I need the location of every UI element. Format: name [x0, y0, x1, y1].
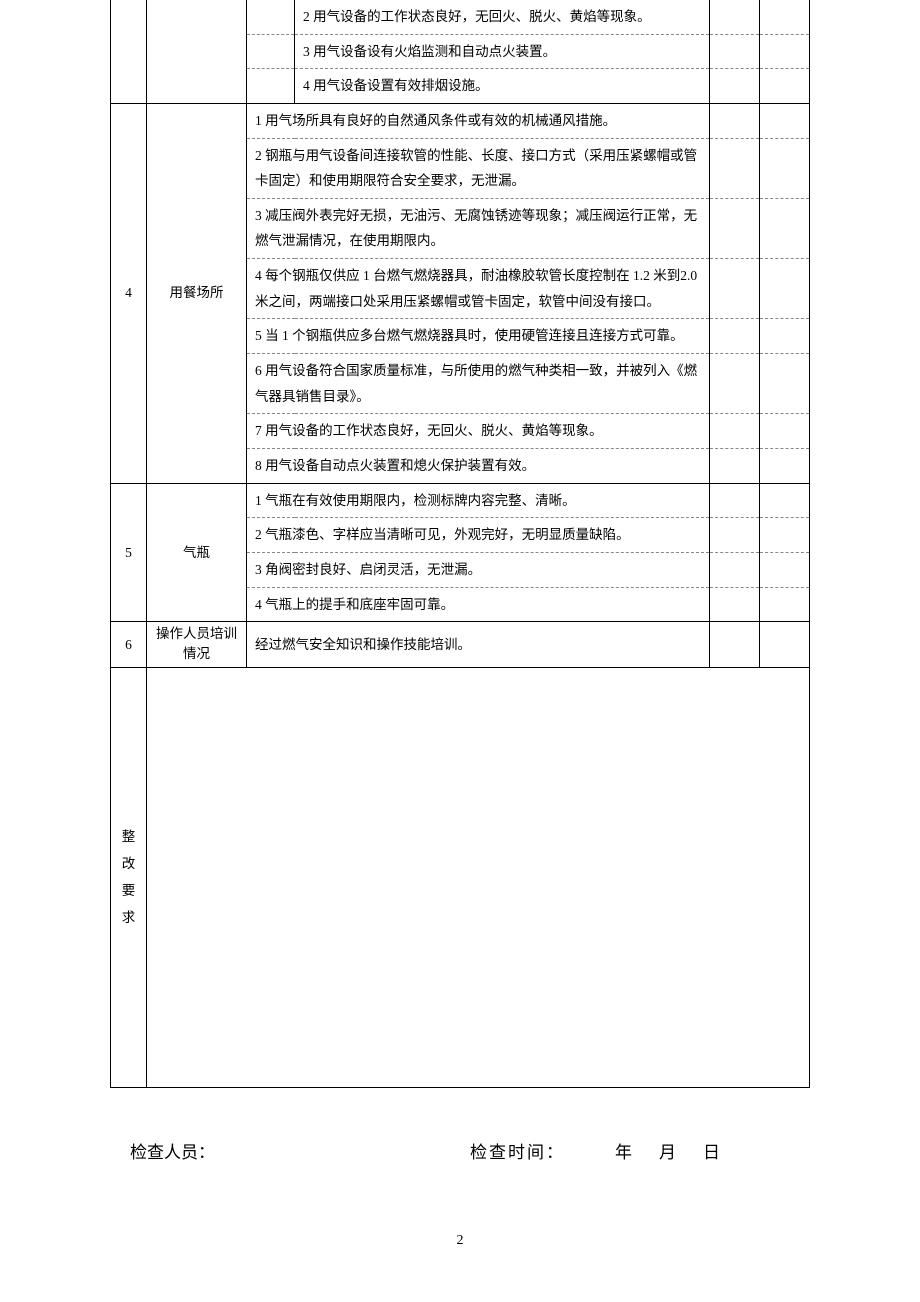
table-row-rectification: 整 改 要 求: [111, 667, 810, 1087]
cell-content: 7 用气设备的工作状态良好，无回火、脱火、黄焰等现象。: [247, 414, 710, 449]
cell-content: 6 用气设备符合国家质量标准，与所使用的燃气种类相一致，并被列入《燃气器具销售目…: [247, 354, 710, 414]
cell-content: 4 用气设备设置有效排烟设施。: [295, 69, 710, 104]
cell-content: 4 气瓶上的提手和底座牢固可靠。: [247, 587, 710, 622]
inspection-time: 检查时间： 年 月 日: [470, 1138, 722, 1163]
page-number: 2: [110, 1233, 810, 1249]
cell-content: 3 用气设备设有火焰监测和自动点火装置。: [295, 34, 710, 69]
category-label: 气瓶: [147, 483, 247, 622]
table-row: 6 操作人员培训情况 经过燃气安全知识和操作技能培训。: [111, 622, 810, 668]
cell-content: 2 钢瓶与用气设备间连接软管的性能、长度、接口方式（采用压紧螺帽或管卡固定）和使…: [247, 138, 710, 198]
table-row: 5 气瓶 1 气瓶在有效使用期限内，检测标牌内容完整、清晰。: [111, 483, 810, 518]
row-number: 6: [111, 622, 147, 668]
table-row: 4 用餐场所 1 用气场所具有良好的自然通风条件或有效的机械通风措施。: [111, 103, 810, 138]
document-page: 2 用气设备的工作状态良好，无回火、脱火、黄焰等现象。 3 用气设备设有火焰监测…: [0, 0, 920, 1249]
category-label: 用餐场所: [147, 103, 247, 483]
cell-content: 经过燃气安全知识和操作技能培训。: [247, 622, 710, 668]
cell-content: 2 气瓶漆色、字样应当清晰可见，外观完好，无明显质量缺陷。: [247, 518, 710, 553]
inspector-label: 检查人员：: [130, 1138, 470, 1163]
table-row: 2 用气设备的工作状态良好，无回火、脱火、黄焰等现象。: [111, 0, 810, 34]
cell-content: 1 用气场所具有良好的自然通风条件或有效的机械通风措施。: [247, 103, 710, 138]
cell-content: 3 减压阀外表完好无损，无油污、无腐蚀锈迹等现象；减压阀运行正常，无燃气泄漏情况…: [247, 198, 710, 258]
row-number: 5: [111, 483, 147, 622]
cell-content: 4 每个钢瓶仅供应 1 台燃气燃烧器具，耐油橡胶软管长度控制在 1.2 米到2.…: [247, 259, 710, 319]
row-number: 4: [111, 103, 147, 483]
inspection-table: 2 用气设备的工作状态良好，无回火、脱火、黄焰等现象。 3 用气设备设有火焰监测…: [110, 0, 810, 1088]
cell-content: 2 用气设备的工作状态良好，无回火、脱火、黄焰等现象。: [295, 0, 710, 34]
cell-content: 1 气瓶在有效使用期限内，检测标牌内容完整、清晰。: [247, 483, 710, 518]
rectification-content: [147, 667, 810, 1087]
category-label: 操作人员培训情况: [147, 622, 247, 668]
rectification-label: 整 改 要 求: [111, 667, 147, 1087]
cell-content: 3 角阀密封良好、启闭灵活，无泄漏。: [247, 552, 710, 587]
footer-line: 检查人员： 检查时间： 年 月 日: [110, 1138, 810, 1163]
cell-content: 8 用气设备自动点火装置和熄火保护装置有效。: [247, 448, 710, 483]
cell-content: 5 当 1 个钢瓶供应多台燃气燃烧器具时，使用硬管连接且连接方式可靠。: [247, 319, 710, 354]
